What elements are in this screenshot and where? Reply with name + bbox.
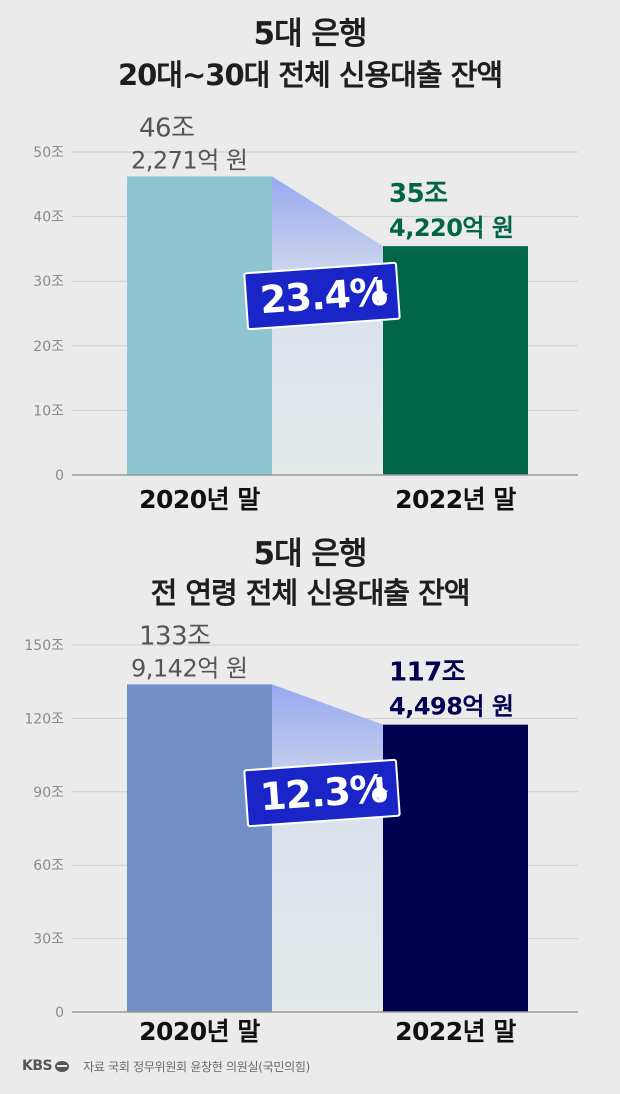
change-badge-bg (243, 758, 401, 828)
bar-2020 (127, 684, 272, 1012)
data-label-2022-sub: 4,220억 원 (389, 214, 513, 242)
y-tick-label: 0 (55, 468, 64, 484)
data-label-2020-sub: 2,271억 원 (131, 146, 248, 174)
change-percent: 23.4% (259, 270, 389, 323)
data-label-2022-sub: 4,498억 원 (389, 693, 513, 721)
x-tick-label: 2020년 말 (139, 1017, 260, 1046)
data-label-2022-main: 117조 (389, 658, 466, 688)
y-tick-label: 10조 (33, 403, 64, 419)
source-text: 자료 국회 정무위원회 윤창현 의원실(국민의힘) (83, 1059, 310, 1074)
footer: KBS 자료 국회 정무위원회 윤창현 의원실(국민의힘) (22, 1056, 310, 1076)
bar-2022 (383, 724, 528, 1012)
kbs-logo-icon (55, 1060, 70, 1072)
y-tick-label: 30조 (33, 274, 64, 290)
change-percent: 12.3% (259, 767, 389, 820)
data-label-2020-main: 46조 (139, 113, 195, 143)
y-tick-label: 150조 (24, 638, 64, 654)
change-connector (272, 176, 383, 475)
y-tick-label: 90조 (33, 785, 64, 801)
y-tick-label: 20조 (33, 339, 64, 355)
down-arrow-icon (372, 279, 388, 304)
change-badge: 23.4% (243, 261, 401, 331)
kbs-logo-text: KBS (22, 1058, 53, 1074)
chart1: 0 10조 20조 30조 40조 50조 2020년 말 2022년 말 46조 2,271억 … (33, 113, 578, 514)
change-badge: 12.3% (243, 758, 401, 828)
y-tick-label: 50조 (33, 145, 64, 161)
chart1-title-line2: 20대~30대 전체 신용대출 잔액 (117, 58, 503, 92)
data-label-2020-sub: 9,142억 원 (131, 654, 248, 682)
data-label-2022-main: 35조 (389, 179, 448, 209)
y-tick-label: 0 (55, 1005, 64, 1021)
change-connector (272, 684, 383, 1012)
y-tick-label: 60조 (33, 858, 64, 874)
x-tick-label: 2022년 말 (395, 485, 516, 514)
x-tick-label: 2022년 말 (395, 1017, 516, 1046)
chart2-title-line1: 5대 은행 (253, 536, 368, 572)
bar-2022 (383, 246, 528, 475)
change-badge-bg (243, 261, 401, 331)
y-tick-label: 30조 (33, 932, 64, 948)
kbs-logo: KBS (22, 1058, 70, 1074)
x-tick-label: 2020년 말 (139, 485, 260, 514)
chart2-title-line2: 전 연령 전체 신용대출 잔액 (150, 576, 471, 610)
y-tick-label: 40조 (33, 210, 64, 226)
chart1-title-line1: 5대 은행 (253, 16, 368, 52)
chart2: 0 30조 60조 90조 120조 150조 2020년 말 2022년 말 133조 9,14… (24, 621, 578, 1046)
y-tick-label: 120조 (24, 711, 64, 727)
down-arrow-icon (372, 776, 388, 801)
data-label-2020-main: 133조 (139, 621, 211, 651)
